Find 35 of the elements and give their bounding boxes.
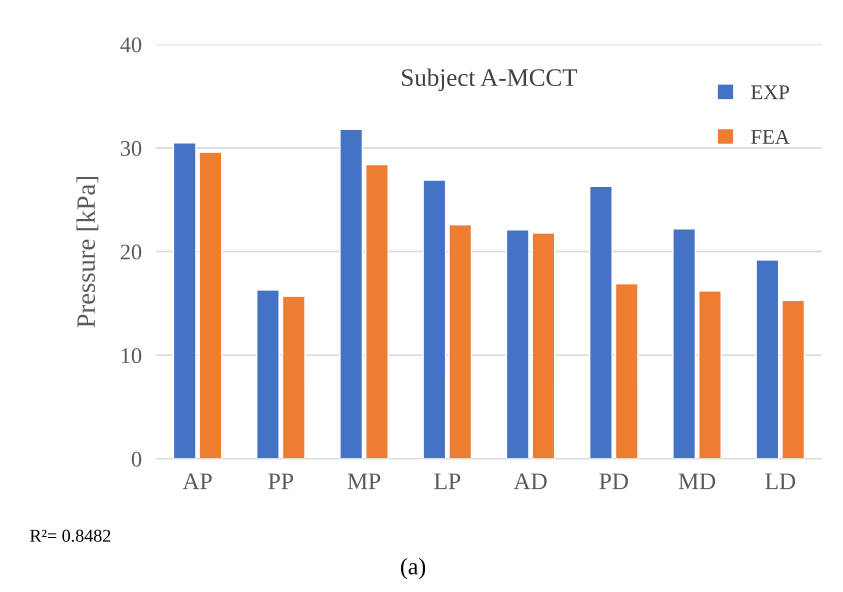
x-tick-label: MP (348, 474, 380, 490)
y-tick-label: 40 (120, 37, 142, 52)
x-tick-label: PP (268, 474, 294, 490)
bar (532, 232, 556, 459)
bar (256, 289, 280, 459)
legend-label: EXP (751, 85, 790, 100)
bar (781, 300, 806, 459)
text: (a) (401, 558, 426, 580)
bar (365, 164, 389, 459)
bar (506, 229, 530, 459)
bar (614, 283, 639, 459)
text: R²= 0.8482 (30, 530, 110, 542)
bar (588, 186, 613, 459)
bar (282, 295, 306, 459)
bar (755, 259, 780, 459)
x-tick-label: LD (765, 474, 796, 490)
x-tick-label: AD (514, 473, 547, 490)
bar (448, 224, 472, 459)
bar (672, 228, 696, 459)
y-tick-label: 0 (132, 452, 142, 467)
bar (198, 151, 222, 459)
y-axis-title: Pressure [kPa] (76, 176, 98, 328)
y-tick-label: 30 (120, 140, 142, 156)
x-tick-label: LP (434, 474, 460, 490)
bar (422, 179, 446, 459)
y-tick-label: 10 (122, 348, 142, 364)
legend-label: FEA (751, 130, 790, 144)
y-tick-label: 20 (120, 244, 142, 260)
x-tick-label: MD (678, 474, 716, 490)
bar (339, 128, 364, 459)
bar (172, 142, 197, 459)
text: Subject A-MCCT (402, 68, 578, 92)
x-tick-label: PD (599, 474, 628, 490)
x-tick-label: AP (182, 473, 212, 490)
bar (698, 290, 722, 459)
